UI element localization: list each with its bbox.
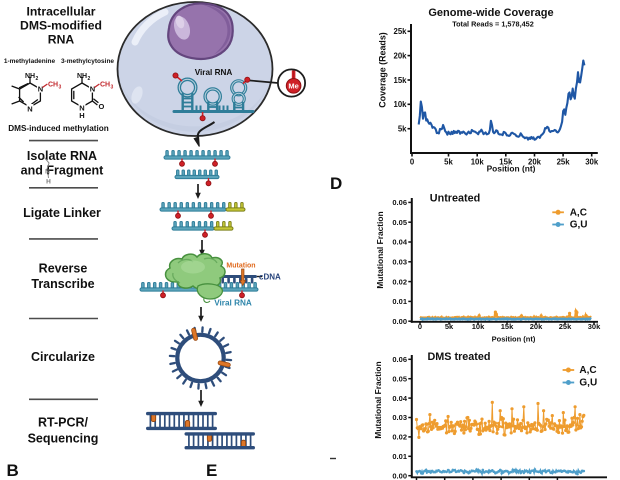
- svg-text:10k: 10k: [472, 322, 485, 331]
- svg-text:0.01: 0.01: [392, 452, 407, 461]
- svg-text:Untreated: Untreated: [430, 192, 480, 204]
- svg-text:and Fragment: and Fragment: [21, 164, 104, 178]
- svg-text:Isolate RNA: Isolate RNA: [27, 149, 97, 163]
- svg-text:0.04: 0.04: [392, 394, 407, 403]
- svg-text:25k: 25k: [557, 158, 571, 167]
- svg-text:N: N: [45, 169, 50, 176]
- svg-text:Reverse: Reverse: [39, 262, 88, 276]
- svg-text:Me: Me: [288, 82, 298, 91]
- svg-text:20k: 20k: [530, 322, 543, 331]
- svg-text:N: N: [38, 85, 43, 94]
- svg-text:DMS treated: DMS treated: [428, 351, 491, 363]
- svg-text:CH: CH: [100, 82, 110, 89]
- svg-text:2: 2: [88, 76, 91, 82]
- svg-text:Ligate Linker: Ligate Linker: [23, 206, 101, 220]
- svg-text:15k: 15k: [499, 158, 513, 167]
- svg-text:N: N: [79, 104, 84, 113]
- svg-text:0.04: 0.04: [392, 238, 407, 247]
- svg-text:0.02: 0.02: [392, 433, 407, 442]
- svg-text:30k: 30k: [585, 158, 599, 167]
- svg-text:E: E: [206, 461, 217, 480]
- svg-text:CH: CH: [48, 82, 58, 89]
- svg-text:15k: 15k: [501, 322, 514, 331]
- svg-text:A,C: A,C: [570, 208, 587, 219]
- svg-text:0.03: 0.03: [392, 258, 407, 267]
- svg-text:10k: 10k: [471, 158, 485, 167]
- svg-text:10k: 10k: [393, 100, 407, 109]
- svg-text:N: N: [90, 85, 95, 94]
- svg-text:Mutational Fraction: Mutational Fraction: [375, 211, 385, 288]
- svg-text:H: H: [46, 179, 51, 186]
- svg-text:A,C: A,C: [579, 365, 596, 376]
- svg-text:0.00: 0.00: [392, 317, 407, 326]
- svg-text:0.01: 0.01: [392, 297, 407, 306]
- svg-text:20k: 20k: [528, 158, 542, 167]
- svg-text:0.02: 0.02: [392, 277, 407, 286]
- svg-text:15k: 15k: [393, 76, 407, 85]
- svg-text:20k: 20k: [393, 51, 407, 60]
- svg-text:cDNA: cDNA: [259, 273, 281, 282]
- svg-text:0.05: 0.05: [392, 218, 407, 227]
- svg-text:5k: 5k: [398, 124, 407, 133]
- svg-text:Mutational Fraction: Mutational Fraction: [373, 361, 383, 438]
- svg-text:0: 0: [410, 158, 415, 167]
- svg-text:5k: 5k: [444, 158, 453, 167]
- svg-text:B: B: [7, 461, 19, 480]
- svg-text:H: H: [79, 111, 84, 120]
- svg-text:Circularize: Circularize: [31, 350, 95, 364]
- svg-text:2: 2: [36, 76, 39, 82]
- svg-text:0.00: 0.00: [392, 471, 407, 480]
- svg-text:Coverage (Reads): Coverage (Reads): [378, 32, 388, 108]
- svg-text:DMS-induced methylation: DMS-induced methylation: [8, 124, 109, 133]
- svg-text:RNA: RNA: [48, 33, 75, 47]
- svg-text:N: N: [27, 105, 32, 114]
- svg-text:Transcribe: Transcribe: [31, 277, 94, 291]
- svg-text:Position (nt): Position (nt): [487, 164, 536, 174]
- svg-text:0.03: 0.03: [392, 413, 407, 422]
- svg-text:G,U: G,U: [570, 220, 588, 231]
- svg-text:NH: NH: [77, 73, 87, 80]
- svg-text:D: D: [330, 174, 342, 193]
- svg-text:Sequencing: Sequencing: [28, 432, 99, 446]
- svg-text:30k: 30k: [588, 322, 601, 331]
- svg-text:0.06: 0.06: [392, 355, 407, 364]
- svg-text:Position (nt): Position (nt): [492, 335, 536, 344]
- svg-text:0.05: 0.05: [392, 374, 407, 383]
- svg-text:NH: NH: [25, 73, 35, 80]
- svg-text:Mutation: Mutation: [226, 263, 255, 270]
- svg-text:Genome-wide Coverage: Genome-wide Coverage: [428, 7, 553, 19]
- svg-text:25k: 25k: [559, 322, 572, 331]
- svg-text:25k: 25k: [393, 27, 407, 36]
- svg-text:Intracellular: Intracellular: [26, 5, 95, 19]
- svg-text:G,U: G,U: [579, 378, 597, 389]
- svg-text:Viral RNA: Viral RNA: [195, 68, 233, 77]
- svg-text:3: 3: [111, 85, 114, 91]
- svg-text:O: O: [98, 102, 104, 111]
- svg-text:3-methylcytosine: 3-methylcytosine: [61, 58, 114, 65]
- svg-text:0.06: 0.06: [392, 198, 407, 207]
- svg-text:5k: 5k: [445, 322, 454, 331]
- svg-text:RT-PCR/: RT-PCR/: [38, 416, 89, 430]
- svg-text:1-methyladenine: 1-methyladenine: [4, 58, 56, 65]
- svg-text:3: 3: [59, 85, 62, 91]
- svg-text:Total Reads = 1,578,452: Total Reads = 1,578,452: [452, 20, 534, 29]
- svg-text:0: 0: [418, 322, 422, 331]
- svg-text:DMS-modified: DMS-modified: [20, 19, 102, 33]
- svg-text:Viral RNA: Viral RNA: [214, 299, 252, 308]
